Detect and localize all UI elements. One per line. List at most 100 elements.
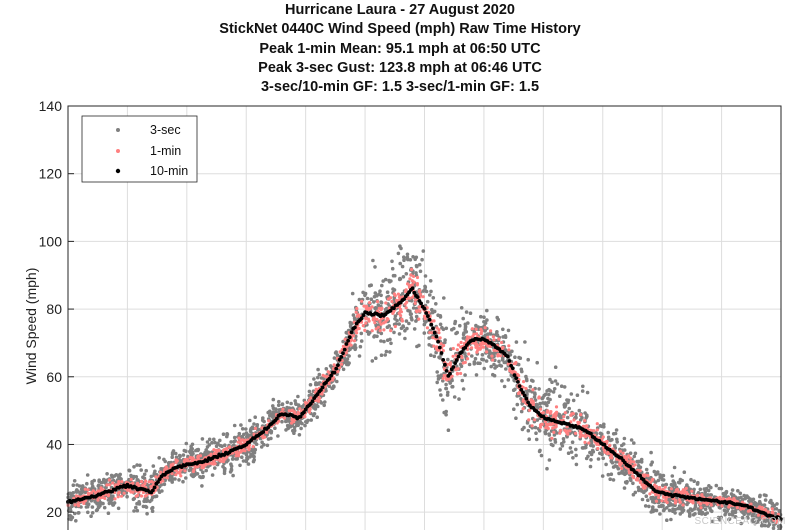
point-1-min: [423, 317, 427, 321]
point-3-sec: [370, 359, 375, 363]
point-10-min: [427, 317, 432, 322]
point-3-sec: [525, 378, 529, 383]
point-3-sec: [305, 420, 309, 425]
point-1-min: [658, 485, 662, 490]
point-3-sec: [657, 504, 661, 509]
point-3-sec: [232, 435, 237, 440]
point-3-sec: [601, 456, 605, 461]
point-3-sec: [280, 419, 284, 424]
point-3-sec: [213, 440, 217, 445]
point-3-sec: [497, 359, 501, 364]
point-1-min: [393, 324, 397, 329]
point-1-min: [758, 505, 762, 509]
point-1-min: [360, 299, 364, 303]
point-1-min: [454, 368, 458, 372]
point-3-sec: [434, 302, 438, 306]
point-3-sec: [405, 256, 409, 261]
point-3-sec: [308, 383, 313, 387]
point-3-sec: [669, 517, 673, 522]
point-3-sec: [552, 387, 557, 391]
legend-label-10-min: 10-min: [150, 164, 188, 178]
point-3-sec: [562, 440, 566, 444]
point-3-sec: [534, 431, 538, 436]
point-1-min: [474, 345, 478, 349]
point-3-sec: [628, 451, 633, 456]
point-3-sec: [468, 311, 473, 316]
point-1-min: [331, 376, 335, 380]
point-1-min: [214, 448, 219, 452]
point-3-sec: [482, 315, 486, 320]
point-1-min: [159, 470, 163, 474]
point-3-sec: [153, 469, 157, 474]
point-3-sec: [423, 287, 427, 292]
point-3-sec: [379, 339, 383, 343]
point-3-sec: [698, 487, 703, 492]
point-1-min: [415, 275, 420, 280]
point-3-sec: [198, 475, 202, 479]
point-3-sec: [323, 400, 327, 404]
point-3-sec: [750, 518, 755, 522]
point-3-sec: [628, 476, 632, 481]
point-1-min: [134, 494, 138, 498]
point-3-sec: [553, 379, 558, 383]
point-3-sec: [569, 392, 574, 396]
point-1-min: [548, 411, 552, 415]
point-3-sec: [392, 288, 397, 292]
point-1-min: [633, 463, 637, 467]
point-3-sec: [363, 291, 368, 296]
point-1-min: [483, 326, 487, 330]
point-3-sec: [596, 457, 601, 461]
point-3-sec: [758, 494, 762, 499]
point-3-sec: [316, 404, 320, 409]
point-3-sec: [151, 464, 156, 468]
point-10-min: [339, 355, 344, 359]
point-10-min: [510, 366, 515, 371]
point-3-sec: [359, 331, 364, 336]
point-1-min: [196, 455, 200, 459]
point-3-sec: [492, 362, 496, 367]
point-3-sec: [691, 513, 696, 517]
point-3-sec: [385, 290, 390, 295]
point-1-min: [236, 453, 240, 457]
point-3-sec: [775, 502, 779, 506]
point-1-min: [741, 500, 745, 504]
point-1-min: [435, 345, 439, 349]
point-3-sec: [97, 478, 101, 483]
point-10-min: [505, 354, 510, 359]
point-3-sec: [545, 403, 549, 408]
point-1-min: [212, 459, 216, 463]
point-1-min: [185, 457, 189, 461]
point-10-min: [336, 363, 340, 367]
point-3-sec: [358, 344, 363, 349]
point-3-sec: [661, 483, 665, 488]
point-3-sec: [438, 322, 443, 327]
point-3-sec: [425, 299, 430, 304]
point-3-sec: [234, 457, 238, 461]
point-1-min: [496, 354, 500, 358]
point-1-min: [318, 396, 322, 400]
point-3-sec: [276, 434, 280, 438]
point-3-sec: [369, 283, 374, 288]
point-3-sec: [398, 244, 402, 248]
point-1-min: [343, 337, 347, 341]
point-3-sec: [667, 508, 672, 513]
point-1-min: [113, 497, 117, 501]
point-1-min: [455, 372, 459, 376]
point-1-min: [746, 509, 751, 513]
point-3-sec: [586, 454, 590, 459]
point-1-min: [696, 500, 701, 504]
point-3-sec: [436, 374, 441, 378]
point-3-sec: [269, 436, 273, 441]
point-3-sec: [457, 397, 461, 401]
point-10-min: [334, 366, 339, 371]
point-3-sec: [574, 412, 578, 416]
point-3-sec: [558, 447, 563, 451]
point-3-sec: [480, 357, 484, 362]
point-10-min: [353, 325, 357, 330]
point-10-min: [444, 369, 449, 373]
point-3-sec: [519, 409, 524, 414]
legend-marker-3-sec: [116, 128, 120, 132]
point-1-min: [376, 325, 380, 329]
point-3-sec: [558, 394, 562, 399]
